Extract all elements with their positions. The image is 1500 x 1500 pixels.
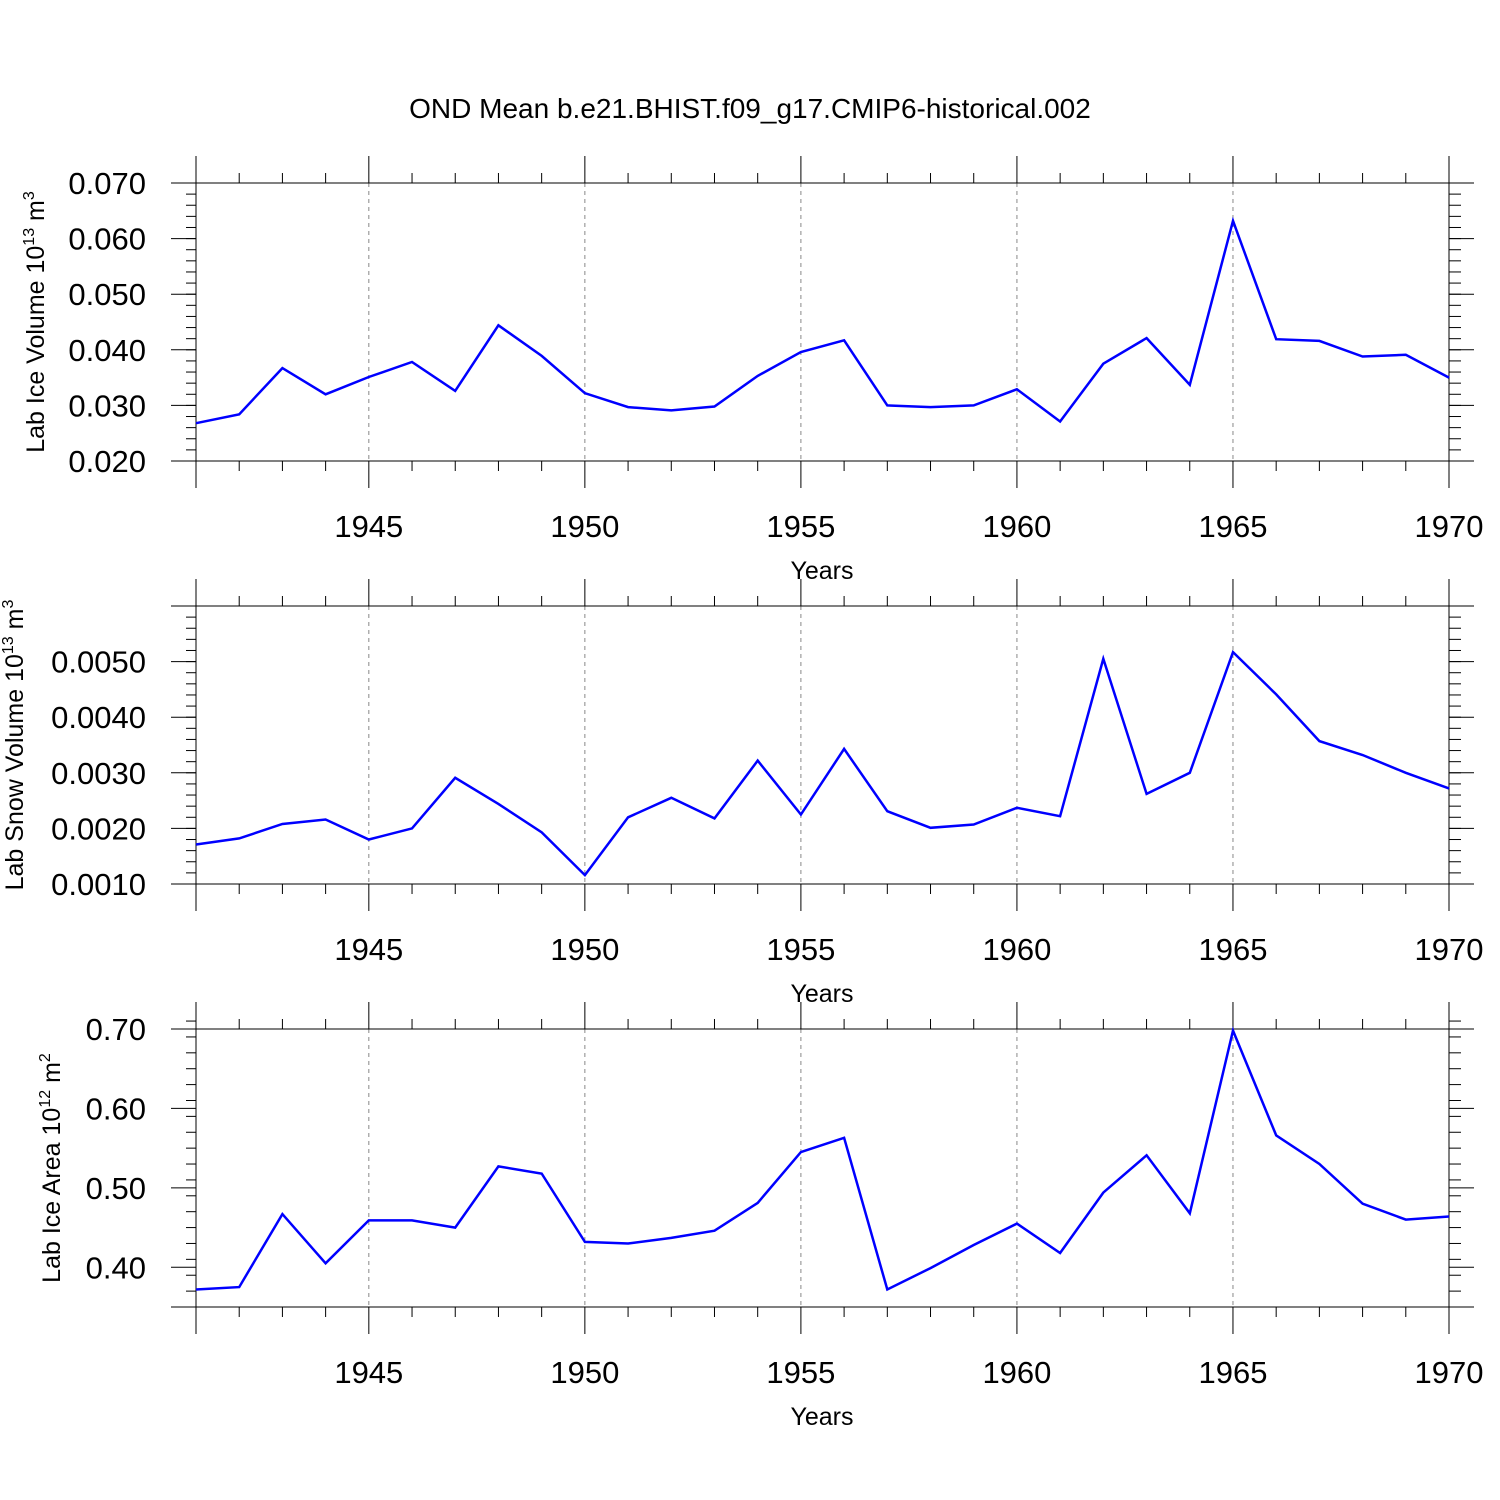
y-axis-title: Lab Snow Volume 1013 m3 (0, 600, 29, 891)
x-axis-title: Years (790, 557, 853, 585)
x-tick-label: 1960 (982, 509, 1051, 544)
y-tick-label: 0.030 (68, 388, 146, 423)
x-tick-label: 1965 (1198, 1355, 1267, 1390)
x-tick-label: 1950 (550, 932, 619, 967)
y-tick-label: 0.070 (68, 166, 146, 201)
x-axis-title: Years (790, 980, 853, 1008)
y-axis-title-unit-exponent: 2 (37, 1053, 54, 1062)
x-tick-label: 1945 (334, 509, 403, 544)
y-tick-label: 0.040 (68, 333, 146, 368)
y-axis-title-unit: m (1, 609, 29, 637)
series-line (195, 649, 1450, 877)
x-tick-label: 1945 (334, 1355, 403, 1390)
y-tick-label: 0.0020 (51, 811, 146, 846)
x-tick-label: 1950 (550, 1355, 619, 1390)
y-axis-title-exponent: 13 (0, 636, 17, 654)
panel-1: 0.020 0.030 0.040 0.050 0.060 0.070 1945 1950 19… (21, 156, 1483, 585)
y-axis-title-unit-exponent: 3 (21, 191, 38, 200)
x-tick-label: 1955 (766, 932, 835, 967)
y-axis-title-unit-exponent: 3 (0, 600, 17, 609)
y-tick-label: 0.0040 (51, 700, 146, 735)
x-tick-label: 1970 (1415, 509, 1484, 544)
y-axis-title-unit: m (22, 200, 50, 228)
chart-title: OND Mean b.e21.BHIST.f09_g17.CMIP6-histo… (409, 93, 1091, 124)
y-tick-label: 0.0010 (51, 867, 146, 902)
x-tick-label: 1965 (1198, 509, 1267, 544)
x-tick-label: 1945 (334, 932, 403, 967)
y-tick-label: 0.060 (68, 222, 146, 257)
y-tick-label: 0.020 (68, 444, 146, 479)
y-tick-label: 0.70 (86, 1012, 146, 1047)
y-axis-title: Lab Ice Volume 1013 m3 (21, 191, 50, 453)
y-axis-title-text: Lab Ice Volume 10 (22, 246, 50, 453)
y-tick-label: 0.0050 (51, 645, 146, 680)
y-tick-label: 0.40 (86, 1250, 146, 1285)
y-axis-title: Lab Ice Area 1012 m2 (37, 1053, 66, 1283)
y-axis-title-exponent: 12 (37, 1090, 54, 1108)
y-axis-title-exponent: 13 (21, 228, 38, 246)
panel-2: 0.0010 0.0020 0.0030 0.0040 0.0050 1945 1950 19… (0, 579, 1483, 1008)
x-axis-title: Years (790, 1403, 853, 1431)
y-tick-label: 0.60 (86, 1091, 146, 1126)
series-line (195, 1026, 1450, 1292)
panel-3: 0.40 0.50 0.60 0.70 1945 1950 1955 1960 1965 1970… (37, 1002, 1483, 1431)
y-axis-title-text: Lab Ice Area 10 (38, 1108, 66, 1283)
x-tick-label: 1960 (982, 932, 1051, 967)
panels: 0.020 0.030 0.040 0.050 0.060 0.070 1945 1950 19… (0, 156, 1483, 1431)
y-tick-label: 0.050 (68, 277, 146, 312)
x-tick-label: 1960 (982, 1355, 1051, 1390)
y-axis-title-unit: m (38, 1062, 66, 1090)
x-tick-label: 1955 (766, 509, 835, 544)
x-tick-label: 1955 (766, 1355, 835, 1390)
x-tick-label: 1965 (1198, 932, 1267, 967)
series-line (195, 216, 1450, 425)
x-tick-label: 1950 (550, 509, 619, 544)
x-tick-label: 1970 (1415, 1355, 1484, 1390)
y-axis-title-text: Lab Snow Volume 10 (1, 654, 29, 890)
y-tick-label: 0.50 (86, 1171, 146, 1206)
y-tick-label: 0.0030 (51, 756, 146, 791)
x-tick-label: 1970 (1415, 932, 1484, 967)
